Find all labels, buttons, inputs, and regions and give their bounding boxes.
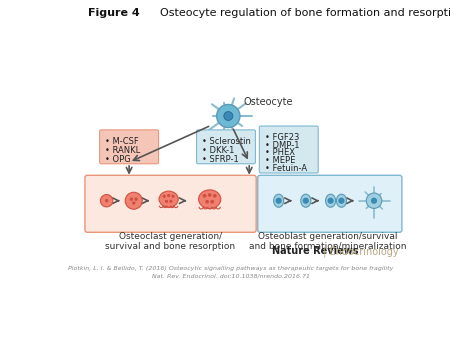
Text: Osteoclast generation/
survival and bone resorption: Osteoclast generation/ survival and bone… — [105, 232, 235, 251]
Ellipse shape — [301, 194, 311, 207]
Text: Osteoblast generation/survival
and bone formation/mineralization: Osteoblast generation/survival and bone … — [249, 232, 406, 251]
Circle shape — [130, 197, 133, 201]
Circle shape — [169, 200, 172, 203]
Circle shape — [217, 104, 240, 127]
Circle shape — [171, 195, 175, 198]
Ellipse shape — [125, 192, 142, 209]
Text: Osteocyte: Osteocyte — [244, 97, 293, 107]
Text: • OPG: • OPG — [105, 155, 131, 164]
Text: • DKK-1: • DKK-1 — [202, 146, 234, 155]
Text: • M-CSF: • M-CSF — [105, 137, 139, 146]
Ellipse shape — [325, 194, 336, 207]
Circle shape — [205, 200, 209, 203]
Text: Osteocyte regulation of bone formation and resorption: Osteocyte regulation of bone formation a… — [160, 8, 450, 19]
Text: Figure 4: Figure 4 — [88, 8, 140, 19]
Circle shape — [338, 198, 345, 204]
Circle shape — [105, 199, 108, 202]
Text: | Endocrinology: | Endocrinology — [320, 246, 398, 257]
Circle shape — [275, 198, 282, 204]
Circle shape — [208, 193, 211, 197]
Circle shape — [211, 200, 214, 203]
Text: • PHEX: • PHEX — [265, 148, 295, 158]
Text: • FGF23: • FGF23 — [265, 133, 299, 142]
Text: • RANKL: • RANKL — [105, 146, 140, 155]
Circle shape — [213, 194, 217, 198]
Circle shape — [167, 194, 170, 197]
Ellipse shape — [274, 194, 284, 207]
Circle shape — [165, 200, 168, 203]
FancyBboxPatch shape — [259, 126, 318, 173]
Text: • MEPE: • MEPE — [265, 156, 295, 165]
Circle shape — [132, 201, 135, 205]
Circle shape — [303, 198, 309, 204]
Circle shape — [100, 195, 113, 207]
Ellipse shape — [337, 194, 347, 207]
Ellipse shape — [198, 190, 221, 209]
Circle shape — [328, 198, 334, 204]
FancyBboxPatch shape — [258, 175, 402, 232]
Circle shape — [224, 112, 233, 120]
FancyBboxPatch shape — [85, 175, 256, 232]
Text: Nature Reviews: Nature Reviews — [272, 246, 358, 256]
Text: Nat. Rev. Endocrinol. doi:10.1038/nrendo.2016.71: Nat. Rev. Endocrinol. doi:10.1038/nrendo… — [152, 274, 310, 279]
Circle shape — [366, 193, 382, 209]
Text: • SFRP-1: • SFRP-1 — [202, 155, 239, 164]
Text: • Fetuin-A: • Fetuin-A — [265, 164, 307, 173]
Ellipse shape — [159, 191, 178, 207]
Circle shape — [371, 198, 377, 204]
Text: • Sclerostin: • Sclerostin — [202, 137, 251, 146]
FancyBboxPatch shape — [99, 130, 158, 164]
Text: • DMP-1: • DMP-1 — [265, 141, 299, 150]
Circle shape — [202, 194, 207, 198]
Text: Plotkin, L. I. & Bellido, T. (2016) Osteocytic signalling pathways as therapeuti: Plotkin, L. I. & Bellido, T. (2016) Oste… — [68, 266, 393, 271]
Circle shape — [135, 197, 138, 201]
Circle shape — [162, 195, 166, 198]
FancyBboxPatch shape — [197, 130, 256, 164]
